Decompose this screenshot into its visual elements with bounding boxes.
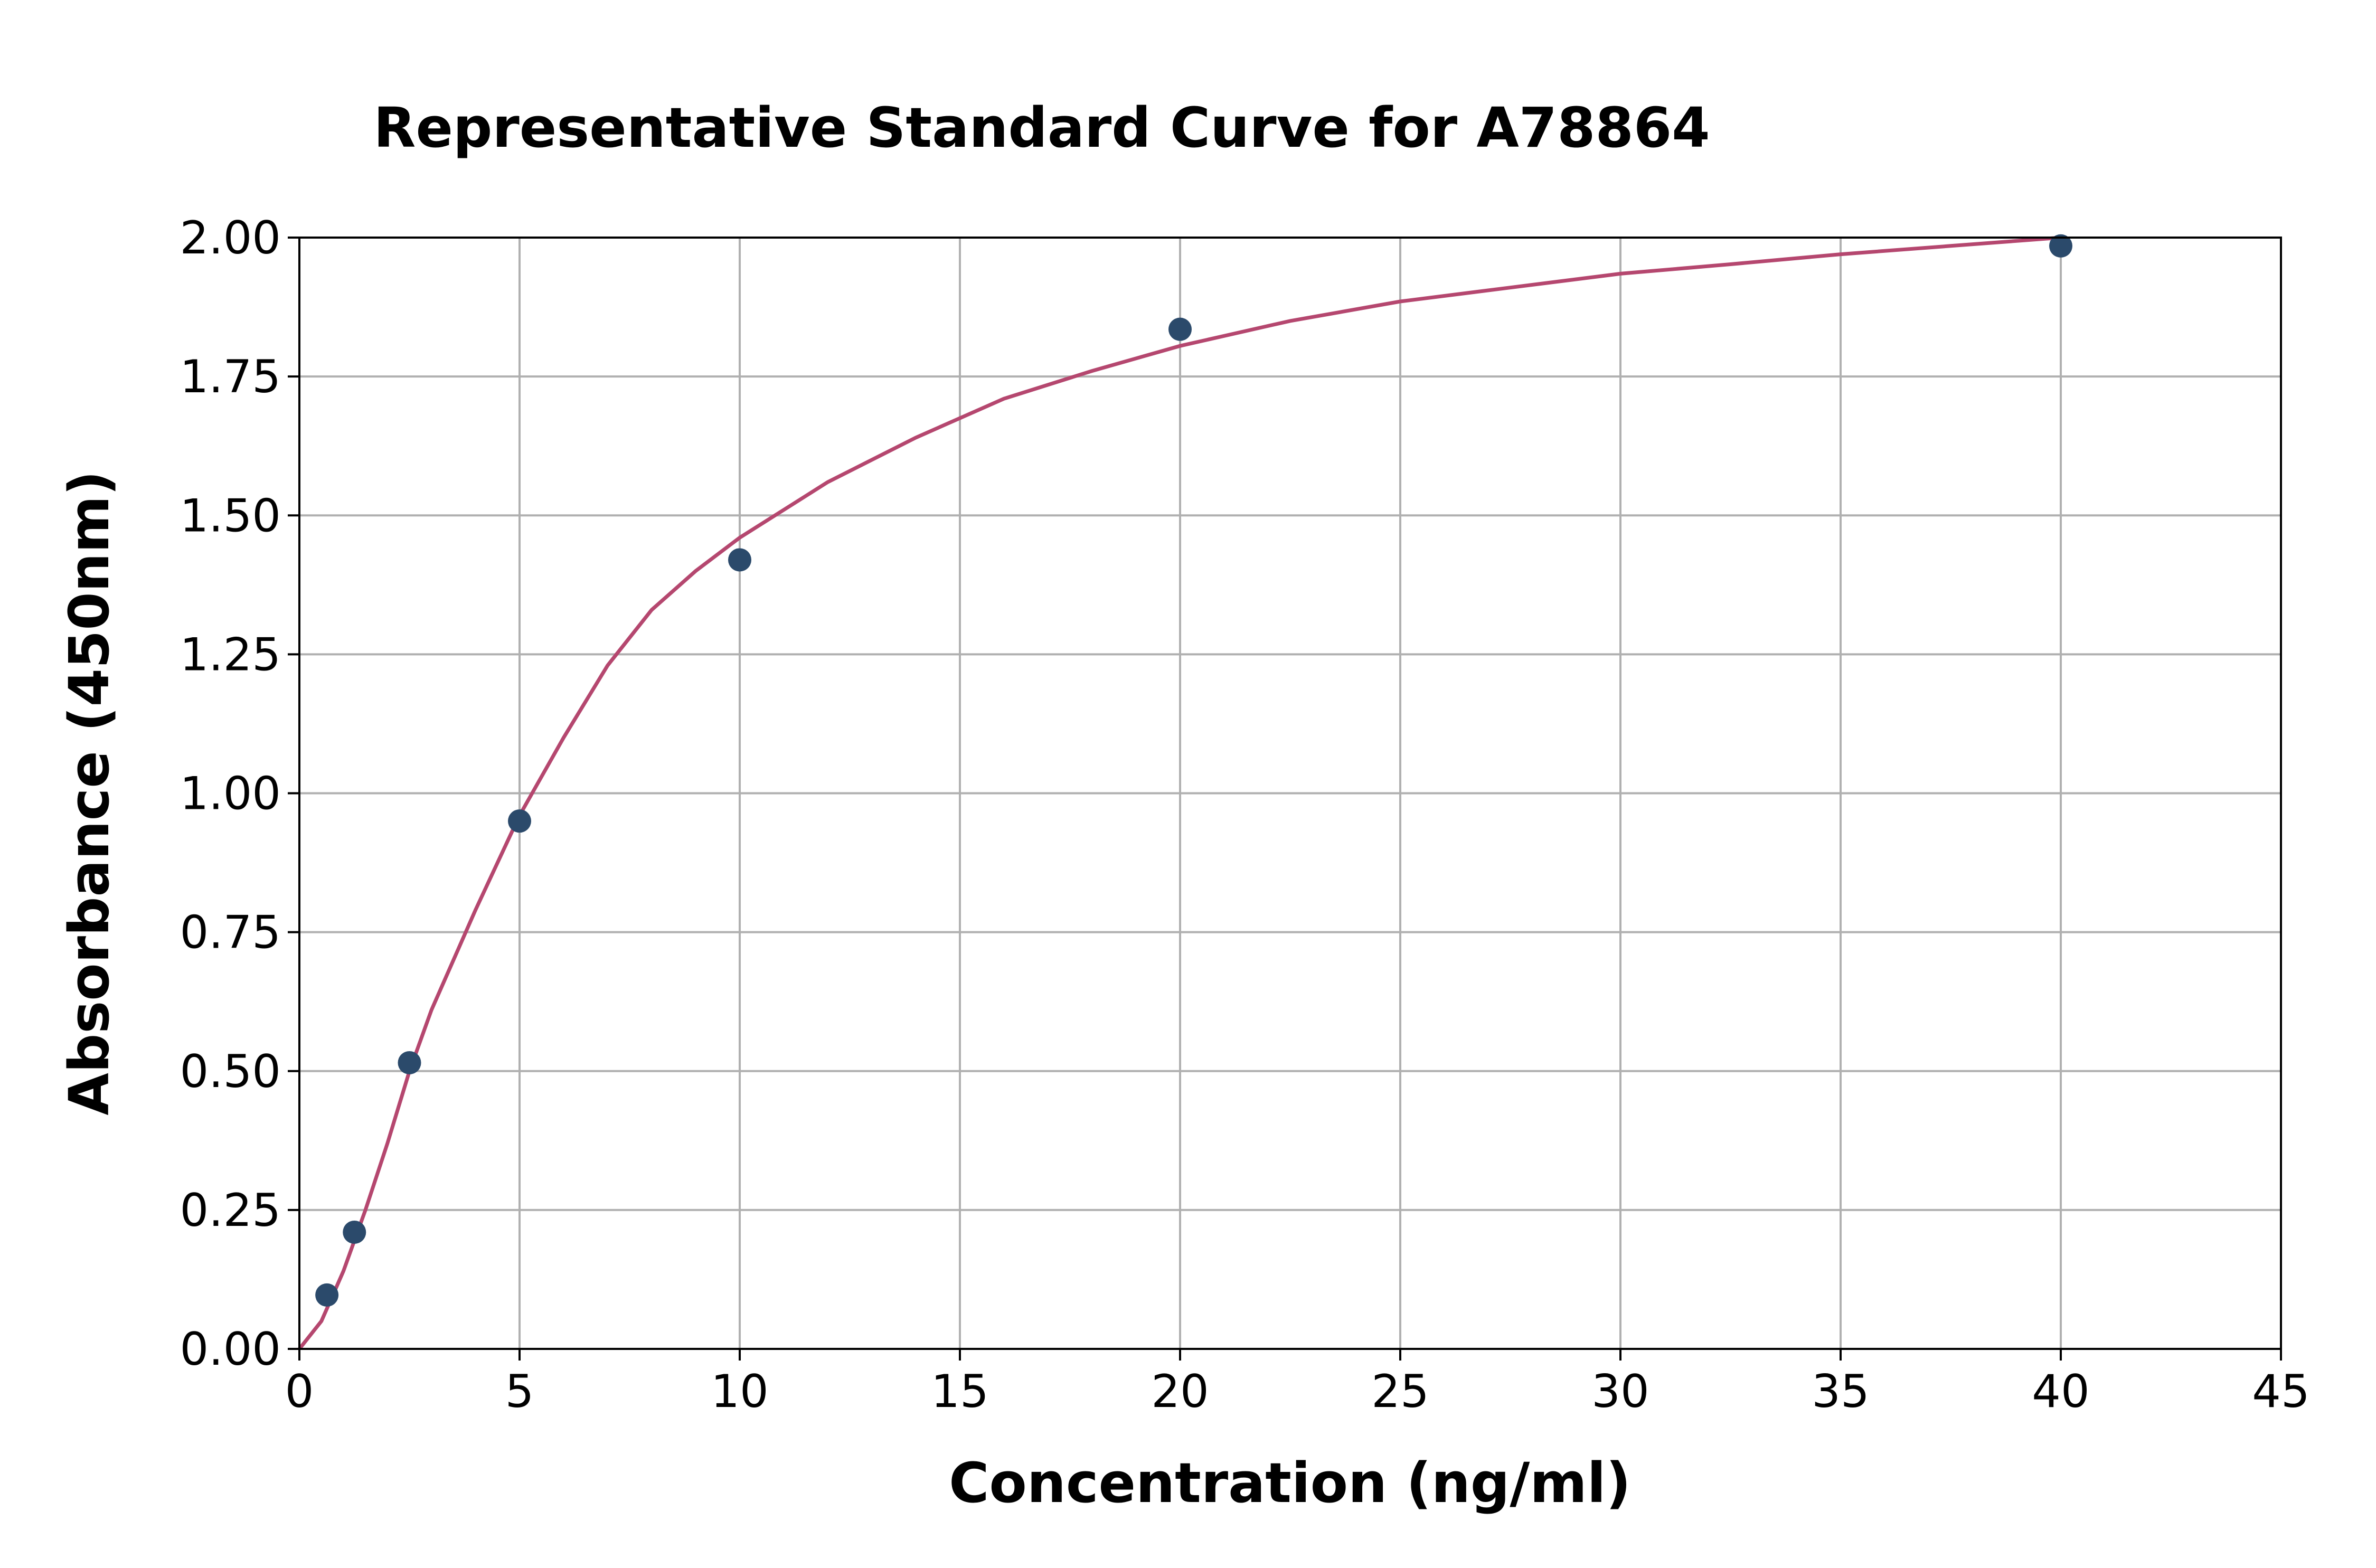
- data-point: [728, 548, 751, 572]
- data-point: [315, 1283, 339, 1307]
- y-tick-label: 1.25: [180, 628, 281, 681]
- grid-lines: [298, 237, 2282, 1350]
- y-tick-label: 0.50: [180, 1045, 281, 1098]
- fitted-curve-line: [298, 235, 2061, 1350]
- x-tick-label: 25: [1371, 1365, 1429, 1418]
- data-point: [2049, 234, 2072, 258]
- plot-area-frame: [298, 237, 2282, 1350]
- data-point: [508, 809, 531, 833]
- y-tick-label: 0.00: [180, 1323, 281, 1376]
- x-axis-label: Concentration (ng/ml): [949, 1451, 1631, 1515]
- x-tick-label: 10: [711, 1365, 768, 1418]
- data-point: [343, 1220, 366, 1244]
- x-tick-label: 30: [1591, 1365, 1649, 1418]
- data-point: [1168, 317, 1192, 341]
- x-tick-label: 5: [505, 1365, 534, 1418]
- x-tick-label: 20: [1151, 1365, 1209, 1418]
- fitted-curve: [298, 235, 2061, 1350]
- x-tick-label: 15: [931, 1365, 988, 1418]
- y-tick-label: 0.25: [180, 1184, 281, 1237]
- x-tick-label: 35: [1812, 1365, 1869, 1418]
- y-tick-label: 2.00: [180, 212, 281, 265]
- y-axis-label: Absorbance (450nm): [57, 470, 121, 1115]
- data-point: [398, 1051, 421, 1074]
- y-tick-label: 1.00: [180, 768, 281, 820]
- data-points: [315, 234, 2072, 1307]
- y-tick-label: 1.50: [180, 489, 281, 542]
- x-tick-label: 40: [2032, 1365, 2089, 1418]
- chart-title: Representative Standard Curve for A78864: [373, 96, 1710, 160]
- y-tick-label: 0.75: [180, 906, 281, 959]
- axis-ticks: 0 5 10 15 20 25 30 35 40 45 0.00 0.25 0.50 0.75 1.00 1.…: [180, 212, 2310, 1418]
- y-tick-label: 1.75: [180, 351, 281, 403]
- x-tick-label: 0: [285, 1365, 314, 1418]
- x-tick-label: 45: [2252, 1365, 2309, 1418]
